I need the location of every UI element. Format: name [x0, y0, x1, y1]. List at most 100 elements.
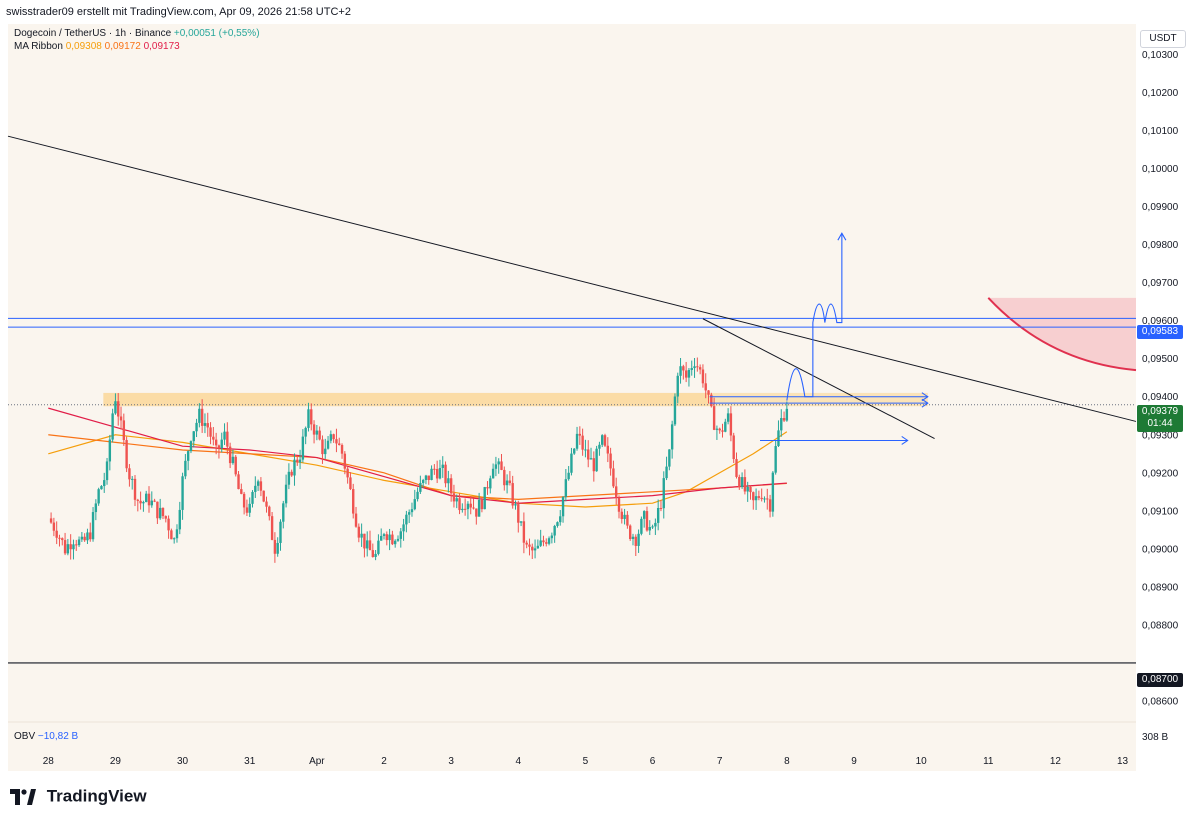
- candle-body: [52, 522, 56, 531]
- candle-body: [430, 468, 433, 480]
- candle-body: [785, 408, 789, 421]
- candle-body: [209, 427, 212, 437]
- candle-body: [533, 548, 537, 551]
- candle-body: [304, 427, 307, 437]
- x-tick-label: 12: [1050, 756, 1062, 767]
- candle-body: [668, 449, 671, 467]
- candle-body: [656, 508, 660, 523]
- candle-body: [89, 532, 92, 540]
- candle-body: [729, 413, 733, 436]
- candle-body: [598, 444, 601, 449]
- candle-body: [444, 464, 447, 484]
- candle-body: [228, 446, 232, 464]
- candle-body: [97, 489, 100, 504]
- candle-body: [234, 456, 237, 475]
- candle-body: [117, 401, 120, 417]
- y-tick-label: 0,09900: [1142, 202, 1179, 213]
- candle-body: [715, 428, 719, 430]
- x-tick-label: 5: [583, 756, 589, 767]
- candle-body: [100, 486, 103, 490]
- candle-body: [66, 544, 70, 554]
- candle-body: [147, 493, 151, 506]
- brand-name: TradingView: [46, 786, 147, 806]
- projection-arrow-lower-head: [901, 436, 909, 445]
- candle-body: [505, 480, 509, 486]
- x-tick-label: 6: [650, 756, 656, 767]
- currency-button[interactable]: USDT: [1140, 30, 1186, 48]
- candle-body: [609, 453, 612, 469]
- candle-body: [766, 498, 769, 500]
- candle-body: [287, 471, 291, 485]
- candle-body: [556, 522, 559, 526]
- candle-body: [441, 464, 444, 468]
- candle-body: [321, 439, 324, 455]
- obv-legend: OBV −10,82 B: [14, 731, 78, 742]
- candle-body: [749, 486, 752, 493]
- candle-body: [575, 433, 579, 449]
- candle-body: [214, 439, 218, 446]
- candle-body: [307, 409, 310, 428]
- candle-body: [743, 477, 747, 492]
- candle-body: [480, 499, 484, 510]
- candle-body: [581, 435, 584, 450]
- candle-body: [564, 479, 568, 497]
- candle-body: [511, 483, 514, 506]
- candle-body: [503, 469, 506, 486]
- y-tick-label: 0,08600: [1142, 696, 1179, 707]
- candle-body: [472, 507, 475, 509]
- candle-body: [329, 434, 333, 441]
- candle-body: [366, 540, 369, 549]
- candle-body: [542, 540, 545, 543]
- support-zone: [103, 392, 709, 407]
- candle-body: [164, 516, 167, 519]
- candle-body: [410, 509, 414, 513]
- candle-body: [738, 476, 741, 487]
- candle-body: [49, 518, 53, 523]
- candle-body: [69, 544, 72, 550]
- candle-body: [352, 489, 355, 514]
- candle-body: [777, 430, 780, 447]
- candle-body: [385, 534, 388, 541]
- price-axis-column[interactable]: [1136, 24, 1191, 771]
- target-arrow-head: [837, 232, 847, 241]
- candle-body: [752, 492, 755, 501]
- candle-body: [259, 481, 263, 491]
- candle-body: [595, 448, 598, 472]
- candle-body: [696, 366, 699, 368]
- candle-body: [547, 538, 551, 544]
- candle-body: [296, 459, 299, 463]
- candle-body: [198, 408, 201, 423]
- x-tick-label: 28: [43, 756, 55, 767]
- candle-body: [615, 486, 618, 498]
- candle-body: [553, 525, 556, 536]
- candle-body: [346, 468, 349, 478]
- candle-body: [206, 423, 209, 428]
- candle-body: [458, 498, 461, 511]
- candle-body: [338, 443, 341, 445]
- level-tag-upper: 0,09583: [1137, 325, 1183, 339]
- candle-body: [684, 370, 688, 378]
- candle-body: [282, 503, 285, 522]
- candle-body: [139, 500, 142, 504]
- candle-body: [178, 509, 181, 530]
- candle-body: [435, 469, 439, 479]
- candle-body: [690, 368, 693, 370]
- symbol-name: Dogecoin / TetherUS · 1h · Binance: [14, 28, 172, 39]
- projection-arrow-upper-head: [921, 392, 929, 402]
- red-target-zone: [988, 297, 1136, 371]
- candle-body: [486, 487, 489, 489]
- candle-body: [740, 477, 744, 487]
- candle-body: [477, 499, 481, 517]
- candle-body: [161, 507, 165, 517]
- tradingview-brand[interactable]: TradingView: [10, 786, 147, 808]
- candle-body: [514, 504, 517, 506]
- short-trendline: [702, 318, 935, 440]
- symbol-legend: Dogecoin / TetherUS · 1h · Binance +0,00…: [14, 28, 260, 39]
- candle-body: [603, 435, 607, 446]
- candle-body: [405, 514, 408, 525]
- obv-label: OBV: [14, 731, 36, 742]
- candle-body: [679, 366, 682, 376]
- y-tick-label: 0,09800: [1142, 240, 1179, 251]
- candle-body: [421, 479, 425, 484]
